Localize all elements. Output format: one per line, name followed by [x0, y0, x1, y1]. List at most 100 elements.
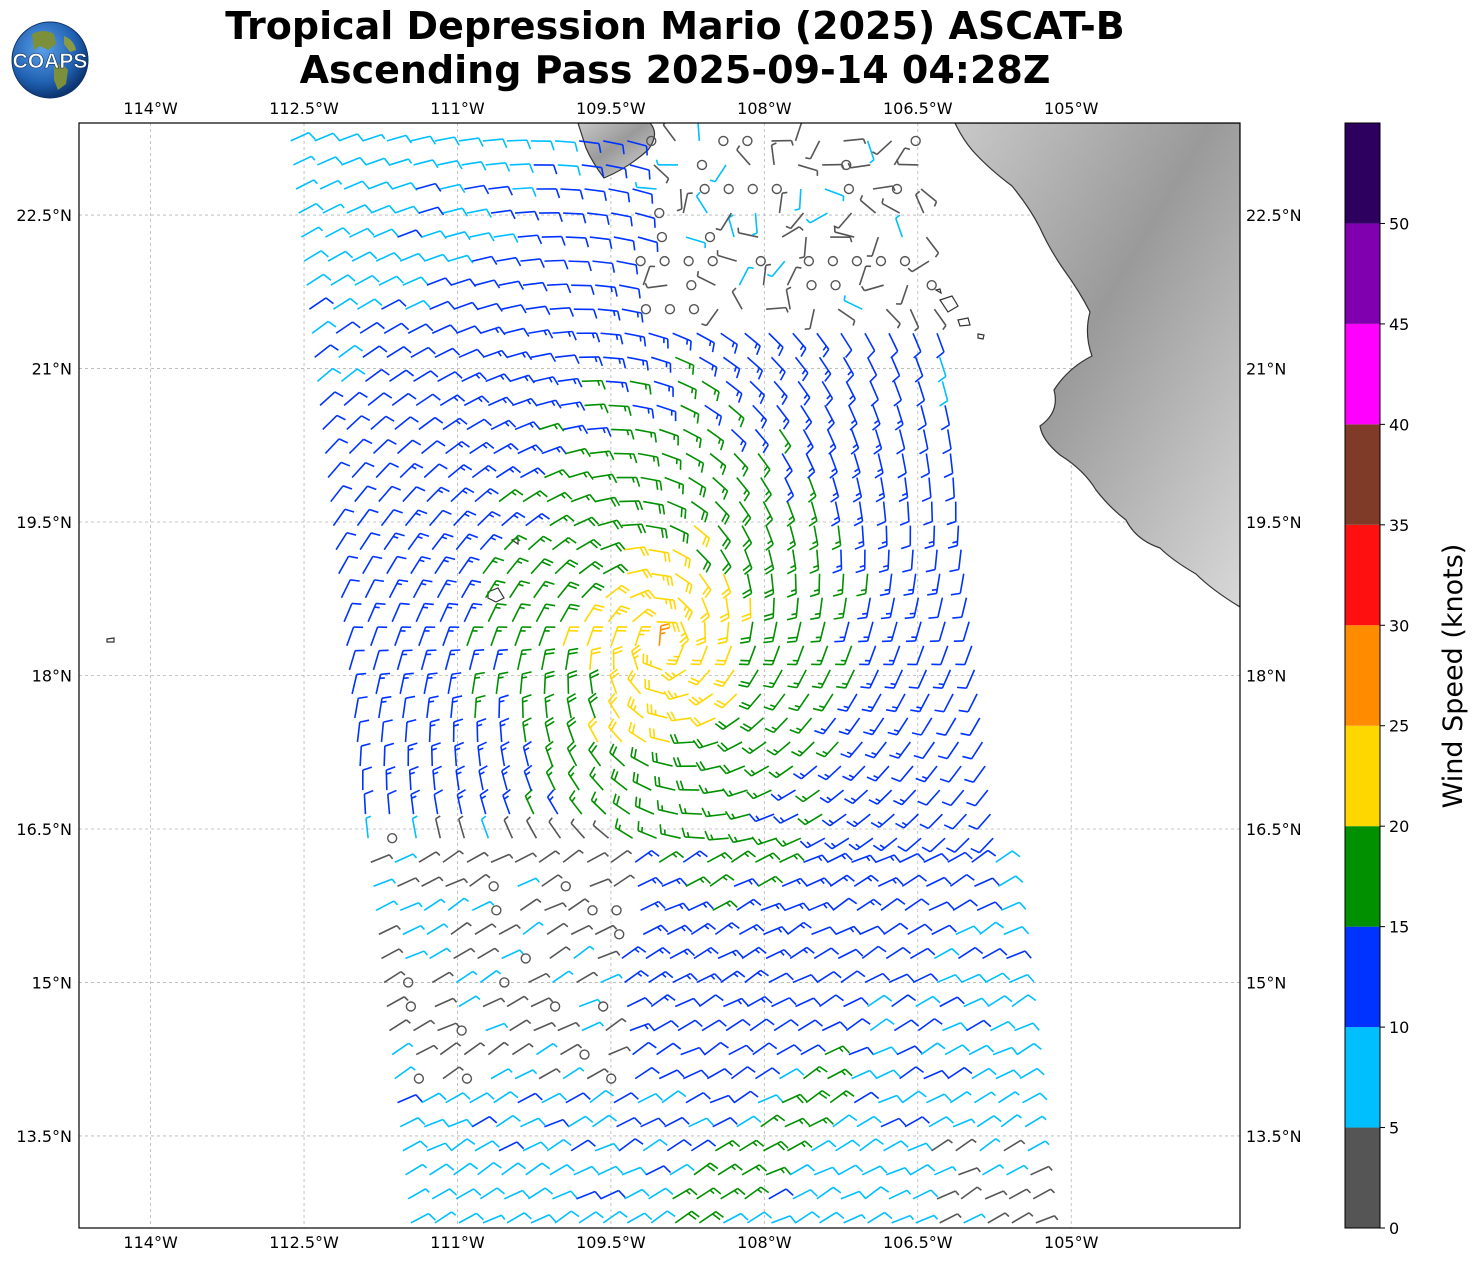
wind-barb	[883, 1140, 909, 1152]
wind-barb	[685, 1091, 711, 1104]
wind-barb	[646, 135, 657, 147]
wind-barb	[431, 971, 454, 984]
wind-barb	[1019, 1067, 1045, 1080]
wind-barb	[698, 1210, 724, 1224]
wind-barb	[408, 765, 419, 791]
wind-barb	[851, 255, 863, 267]
wind-barb	[872, 837, 898, 852]
wind-barb	[330, 485, 353, 503]
wind-barb	[653, 380, 674, 397]
wind-barb	[897, 837, 922, 852]
wind-barb	[1030, 1165, 1053, 1176]
wind-barb	[826, 429, 837, 455]
wind-barb	[773, 380, 788, 406]
wind-barb	[480, 815, 490, 839]
wind-barb	[736, 898, 762, 911]
wind-barb	[544, 902, 567, 912]
wind-barb	[931, 924, 957, 936]
wind-barb	[423, 463, 448, 479]
wind-barb	[725, 380, 743, 403]
wind-barb	[447, 897, 469, 911]
wind-barb	[509, 580, 531, 599]
wind-barb	[565, 1092, 591, 1104]
wind-barb	[899, 1066, 925, 1080]
wind-barb	[405, 950, 428, 960]
wind-barb	[522, 921, 544, 935]
wind-barb	[642, 265, 656, 286]
wind-barb	[605, 1073, 617, 1084]
wind-barb	[888, 332, 899, 359]
wind-barb	[378, 275, 404, 286]
wind-barb	[343, 180, 370, 190]
wind-barb	[303, 250, 329, 262]
wind-barb	[693, 1162, 719, 1176]
wind-barb	[492, 648, 508, 671]
wind-barb	[766, 260, 786, 278]
wind-barb	[799, 237, 807, 259]
wind-barb	[469, 232, 495, 242]
wind-barb	[479, 788, 489, 815]
wind-barb	[546, 1138, 572, 1152]
wind-barb	[530, 997, 554, 1008]
wind-barb	[454, 741, 465, 767]
wind-barb	[423, 672, 438, 695]
wind-barb	[648, 332, 669, 349]
lat-tick-label-left: 13.5°N	[16, 1127, 72, 1146]
wind-barb	[955, 645, 973, 666]
wind-barb	[717, 621, 730, 645]
wind-barb	[669, 733, 695, 745]
wind-barb	[797, 1019, 823, 1032]
wind-barb	[690, 716, 716, 727]
wind-barb	[666, 500, 687, 519]
wind-barb	[560, 1043, 583, 1056]
wind-barb	[653, 1020, 679, 1032]
wind-barb	[731, 287, 743, 310]
wind-barb	[877, 525, 888, 550]
wind-barb	[669, 524, 689, 544]
wind-barb	[611, 428, 635, 440]
wind-barb	[306, 273, 332, 286]
wind-barb	[426, 695, 439, 719]
wind-barb	[723, 997, 749, 1008]
wind-barb	[840, 970, 866, 984]
wind-barb	[458, 1212, 484, 1224]
wind-barb	[1000, 1114, 1022, 1128]
wind-barb	[789, 1164, 816, 1176]
wind-barb	[722, 788, 748, 798]
wind-barb	[688, 1117, 714, 1128]
wind-barb	[789, 717, 813, 734]
wind-barb	[403, 977, 414, 988]
wind-barb	[888, 1189, 912, 1200]
wind-barb	[1035, 1214, 1059, 1224]
wind-barb	[594, 924, 618, 936]
wind-barb	[843, 138, 867, 145]
wind-barb	[800, 1044, 826, 1056]
wind-barb	[431, 324, 458, 334]
wind-barb	[624, 546, 650, 557]
wind-barb	[434, 136, 460, 146]
wind-barb	[594, 1142, 621, 1152]
wind-barb	[666, 645, 685, 666]
wind-barb	[405, 299, 431, 310]
wind-barb	[442, 207, 469, 217]
wind-barb	[931, 645, 949, 666]
wind-barb	[656, 800, 679, 815]
wind-barb	[626, 997, 653, 1008]
wind-barb	[848, 837, 874, 851]
colorbar: 0 5 10 15 20 25 30 35 40 45 50 Wind Speed (knots)	[1344, 122, 1469, 1238]
wind-barb	[653, 596, 677, 610]
wind-barb	[704, 1041, 729, 1056]
wind-barb	[578, 1211, 604, 1224]
wind-barb	[813, 1166, 840, 1176]
wind-barb	[608, 718, 623, 743]
wind-barb	[498, 924, 521, 936]
wind-barb	[567, 765, 580, 791]
wind-barb	[664, 476, 685, 495]
wind-barb	[880, 1117, 907, 1128]
wind-barb	[634, 626, 652, 647]
wind-barb	[495, 671, 509, 695]
wind-barb	[589, 878, 613, 888]
wind-barb	[843, 295, 863, 310]
wind-barb	[410, 1212, 436, 1224]
wind-barb	[701, 1019, 727, 1032]
